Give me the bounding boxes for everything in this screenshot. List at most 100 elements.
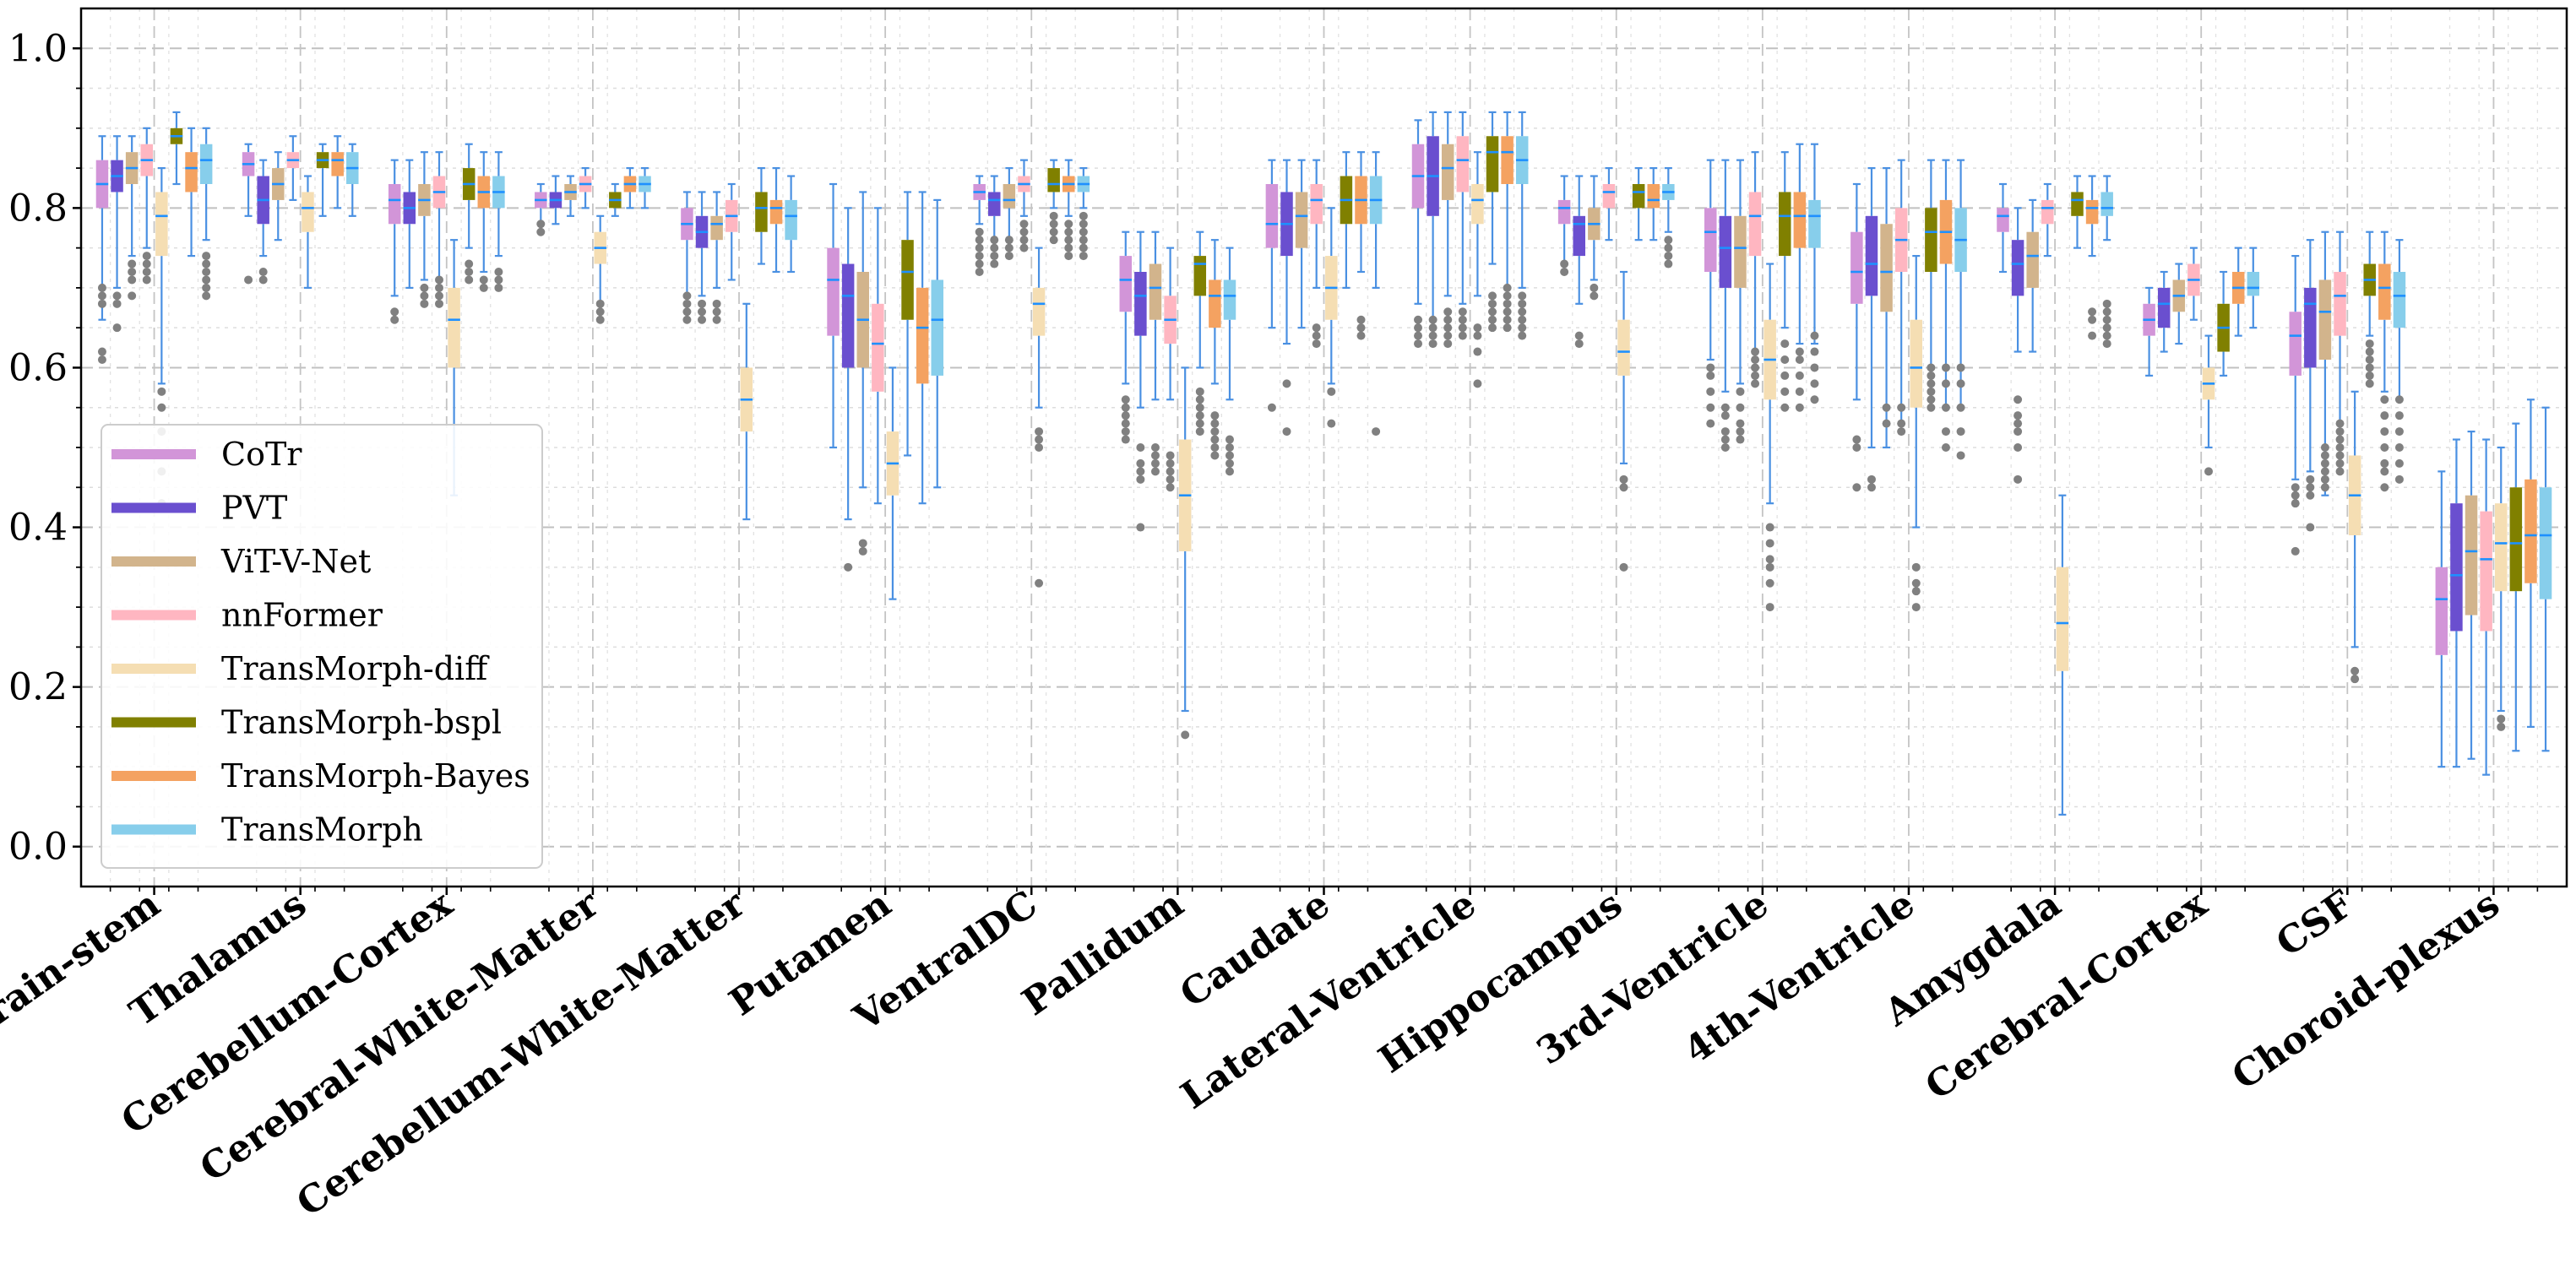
outlier-point (698, 299, 707, 308)
outlier-point (1136, 475, 1145, 484)
box-TransMorph-Bayes-Thalamus (331, 135, 344, 209)
outlier-point (2380, 483, 2389, 492)
outlier-point (112, 323, 122, 333)
outlier-point (990, 243, 999, 252)
outlier-point (1518, 315, 1527, 324)
outlier-point (2306, 483, 2315, 492)
outlier-point (1590, 283, 1599, 292)
outlier-point (1780, 355, 1790, 364)
box-body (1910, 319, 1923, 408)
outlier-point (1195, 395, 1204, 404)
legend-label: CoTr (221, 436, 302, 473)
box-TransMorph-Bayes-Cerebral-Cortex (2231, 247, 2245, 337)
outlier-point (1664, 236, 1673, 245)
outlier-point (2320, 467, 2329, 476)
outlier-point (1079, 243, 1088, 252)
legend-swatch (111, 717, 196, 728)
outlier-point (97, 299, 106, 308)
outlier-point (1941, 363, 1950, 372)
outlier-point (712, 315, 721, 324)
outlier-point (1064, 236, 1073, 245)
outlier-point (2320, 443, 2329, 452)
outlier-point (202, 291, 211, 301)
box-PVT-3rd-Ventricle (1719, 159, 1732, 393)
box-TransMorph-bspl-Lateral-Ventricle (1486, 111, 1499, 265)
outlier-point (1751, 355, 1760, 364)
outlier-point (1267, 403, 1276, 412)
box-TransMorph-diff-3rd-Ventricle (1764, 263, 1776, 505)
box-body (302, 192, 314, 232)
outlier-point (1518, 331, 1527, 340)
outlier-point (2365, 379, 2374, 388)
outlier-point (682, 307, 692, 317)
outlier-point (1166, 451, 1175, 460)
outlier-point (1210, 443, 1220, 452)
box-PVT-CSF (2304, 239, 2317, 473)
box-TransMorph-bspl-Hippocampus (1632, 166, 1645, 241)
outlier-point (142, 252, 151, 261)
box-body (1617, 319, 1630, 376)
box-body (2011, 240, 2024, 296)
box-CoTr-Cerebral-White-Matter (535, 182, 547, 225)
outlier-point (1225, 458, 1234, 468)
box-body (755, 192, 768, 232)
outlier-point (1166, 475, 1175, 484)
outlier-point (258, 268, 268, 276)
box-ViT-V-Net-VentralDC (1003, 166, 1016, 241)
box-body (2480, 511, 2492, 632)
box-body (1779, 192, 1791, 257)
outlier-point (1810, 363, 1819, 372)
box-body (2435, 567, 2448, 655)
outlier-point (2320, 451, 2329, 460)
outlier-point (2014, 395, 2023, 404)
outlier-point (1911, 562, 1921, 572)
box-CoTr-Choroid-plexus (2435, 470, 2448, 768)
outlier-point (2014, 419, 2023, 428)
box-body (1647, 184, 1660, 209)
outlier-point (990, 252, 999, 261)
outlier-point (682, 315, 692, 324)
outlier-point (128, 268, 137, 276)
box-CoTr-Cerebellum-White-Matter (681, 191, 693, 297)
outlier-point (1882, 419, 1891, 428)
box-TransMorph-diff-Cerebral-Cortex (2202, 334, 2215, 449)
box-TransMorph-Bayes-Cerebral-White-Matter (623, 166, 637, 209)
legend-item: CoTr (111, 436, 302, 473)
box-TransMorph-Bayes-CSF (2378, 230, 2391, 393)
box-TransMorph-diff-Cerebellum-White-Matter (740, 302, 753, 521)
outlier-point (1079, 227, 1088, 236)
box-TransMorph-bspl-Thalamus (316, 143, 329, 217)
outlier-point (1049, 220, 1058, 229)
outlier-point (1927, 363, 1936, 372)
outlier-point (1443, 339, 1453, 349)
box-body (769, 199, 783, 225)
outlier-point (2014, 411, 2023, 420)
outlier-point (128, 291, 137, 301)
outlier-point (975, 252, 984, 261)
outlier-point (1810, 379, 1819, 388)
box-body (2465, 495, 2478, 616)
box-nnFormer-Lateral-Ventricle (1456, 111, 1470, 305)
outlier-point (1079, 211, 1088, 220)
outlier-point (1780, 387, 1790, 396)
outlier-point (1765, 539, 1774, 548)
box-body (2524, 479, 2537, 583)
outlier-point (1736, 419, 1745, 428)
outlier-point (202, 275, 211, 285)
outlier-point (2497, 714, 2506, 724)
legend-swatch (111, 771, 196, 781)
outlier-point (698, 315, 707, 324)
outlier-point (1720, 411, 1730, 420)
box-ViT-V-Net-Cerebral-Cortex (2172, 263, 2186, 345)
outlier-point (494, 268, 503, 276)
box-TransMorph-3rd-Ventricle (1808, 143, 1821, 345)
outlier-point (1150, 467, 1160, 476)
outlier-point (1664, 243, 1673, 252)
y-tick-label: 0.4 (8, 507, 68, 550)
outlier-point (1121, 419, 1130, 428)
outlier-point (1619, 483, 1628, 492)
outlier-point (975, 236, 984, 245)
box-body (916, 287, 929, 384)
outlier-point (2394, 427, 2404, 437)
